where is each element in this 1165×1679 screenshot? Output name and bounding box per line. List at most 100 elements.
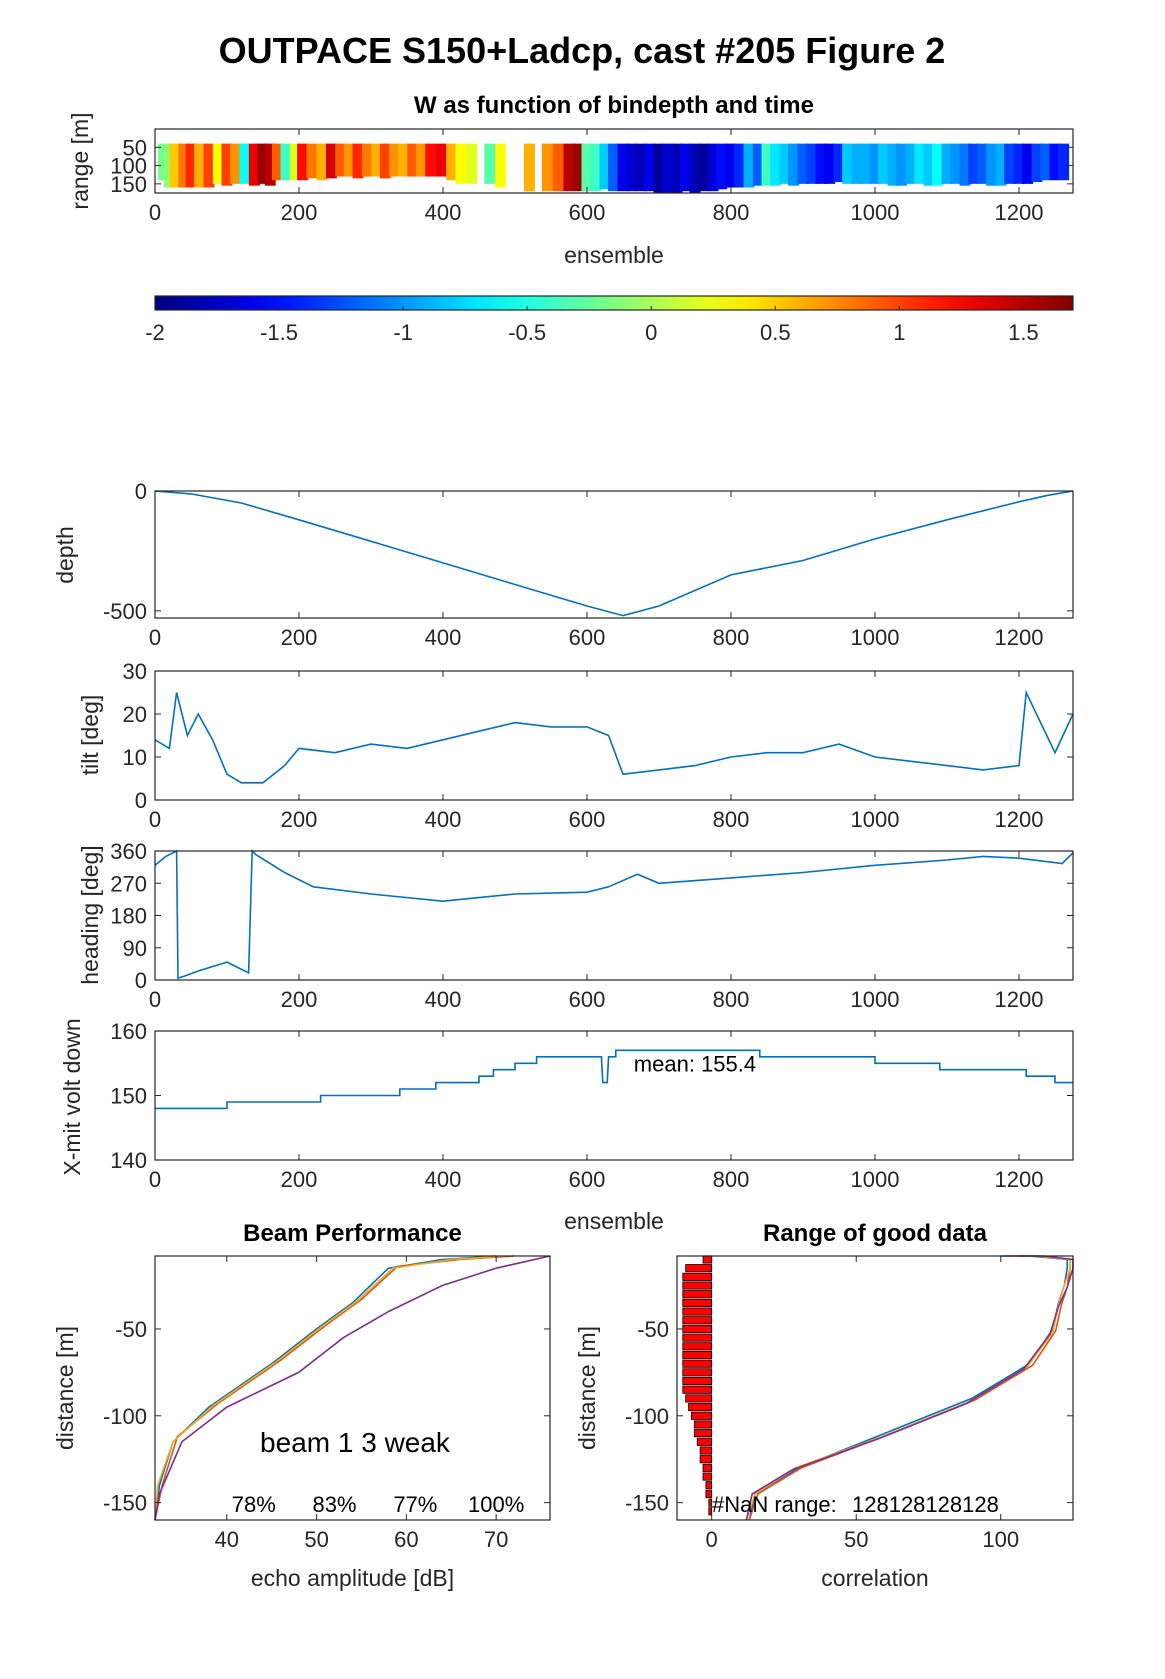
w-heatmap-cell [995, 143, 1007, 186]
x-tick-label: 0 [149, 807, 161, 832]
w-heatmap-cell [770, 143, 782, 186]
x-tick-label: 400 [425, 1167, 462, 1192]
w-heatmap-cell [1058, 143, 1070, 181]
w-heatmap-cell [644, 143, 656, 192]
y-tick-label: 0 [135, 788, 147, 813]
w-heatmap-cell [752, 143, 764, 186]
w-heatmap-cell [671, 143, 683, 193]
nan-bar [682, 1281, 713, 1290]
y-axis-label: tilt [deg] [77, 695, 103, 776]
nan-bar [693, 1429, 713, 1438]
w-heatmap-cell [407, 143, 419, 177]
voltage-panel: 0 200 400 600 800 1000 1200 140 150 160 X-mit volt… [59, 1018, 1074, 1234]
axes-box [676, 1255, 1074, 1521]
x-tick-label: 600 [569, 807, 606, 832]
y-tick-label: -50 [637, 1317, 669, 1342]
nan-bar [682, 1368, 713, 1377]
x-tick-label: 600 [569, 1167, 606, 1192]
x-tick-label: 1000 [851, 807, 900, 832]
nan-bar [702, 1255, 713, 1264]
w-heatmap-cell [716, 143, 728, 190]
nan-bar [682, 1307, 713, 1316]
w-heatmap-cell [941, 143, 953, 184]
w-heatmap-cell [194, 143, 206, 188]
y-tick-label: 150 [110, 1084, 147, 1109]
w-panel-title: W as function of bindepth and time [414, 92, 814, 119]
w-heatmap-cell [239, 143, 251, 184]
w-heatmap-cell [1040, 143, 1052, 181]
x-tick-label: 1200 [995, 987, 1044, 1012]
y-tick-label: -150 [103, 1491, 147, 1516]
w-heatmap-cell [905, 143, 917, 184]
w-heatmap-cell [635, 143, 647, 192]
x-tick-label: 1000 [851, 200, 900, 225]
y-tick-label: 270 [110, 871, 147, 896]
x-tick-label: 1000 [851, 1167, 900, 1192]
beam-percent-label: 83% [313, 1492, 357, 1517]
w-heatmap-cell [185, 143, 197, 188]
w-heatmap-cell [541, 143, 553, 192]
w-heatmap-cell [280, 143, 292, 181]
y-axis-label: depth [52, 526, 78, 584]
w-heatmap-cell [977, 143, 989, 184]
w-heatmap-cell [178, 143, 190, 188]
w-heatmap-cell [158, 143, 170, 181]
beam-percent-label: 78% [232, 1492, 276, 1517]
x-tick-label: 1200 [995, 1167, 1044, 1192]
axes-box [154, 490, 1074, 619]
nan-bar [705, 1489, 713, 1498]
x-tick-label: 800 [713, 625, 750, 650]
w-heatmap-cell [335, 143, 347, 177]
w-heatmap-cell [221, 143, 233, 186]
nan-bar [696, 1437, 713, 1446]
nan-bar [708, 1498, 713, 1507]
w-heatmap-cell [896, 143, 908, 186]
w-heatmap-cell [797, 143, 809, 184]
nan-bar [699, 1455, 713, 1464]
x-tick-label: 1200 [995, 807, 1044, 832]
axes-box [154, 850, 1074, 981]
w-heatmap-cell [653, 143, 665, 193]
x-tick-label: 70 [484, 1527, 508, 1552]
y-tick-label: 150 [110, 172, 147, 197]
x-tick-label: 40 [215, 1527, 239, 1552]
w-heatmap-cell [1004, 143, 1016, 184]
w-heatmap-cell [361, 143, 373, 177]
x-tick-label: 200 [281, 987, 318, 1012]
series-line [154, 689, 1074, 784]
x-tick-label: 1000 [851, 987, 900, 1012]
w-heatmap-cell [851, 143, 863, 184]
x-tick-label: 50 [844, 1527, 868, 1552]
correlation-beam-3-line [745, 1255, 1071, 1521]
x-tick-label: 400 [425, 625, 462, 650]
colorbar-fill [155, 296, 1073, 310]
nan-bar [705, 1481, 713, 1490]
nan-bar [682, 1333, 713, 1342]
y-axis-label: heading [deg] [77, 845, 103, 984]
y-axis-label: distance [m] [574, 1326, 600, 1450]
nan-bar [685, 1264, 713, 1273]
w-heatmap-cell [608, 143, 620, 192]
colorbar-tick-label: 1 [893, 320, 905, 345]
range-panel-title: Range of good data [763, 1220, 988, 1247]
y-tick-label: 10 [123, 745, 147, 770]
mean-annotation: mean: 155.4 [634, 1052, 756, 1077]
x-tick-label: 0 [706, 1527, 718, 1552]
x-tick-label: 50 [304, 1527, 328, 1552]
w-heatmap-cell [248, 143, 260, 186]
nan-bar [688, 1403, 713, 1412]
y-tick-label: 360 [110, 839, 147, 864]
w-heatmap-cell [371, 143, 383, 177]
nan-bar [682, 1316, 713, 1325]
y-tick-label: 140 [110, 1148, 147, 1173]
w-heatmap-cell [316, 143, 328, 181]
nan-bar [699, 1446, 713, 1455]
weak-beam-annotation: beam 1 3 weak [260, 1427, 451, 1458]
w-heatmap-cell [923, 143, 935, 186]
w-heatmap-cell [230, 143, 242, 184]
w-heatmap-cell [446, 143, 458, 181]
x-tick-label: 1200 [995, 200, 1044, 225]
w-heatmap-cell [455, 143, 467, 184]
y-tick-label: 90 [123, 936, 147, 961]
